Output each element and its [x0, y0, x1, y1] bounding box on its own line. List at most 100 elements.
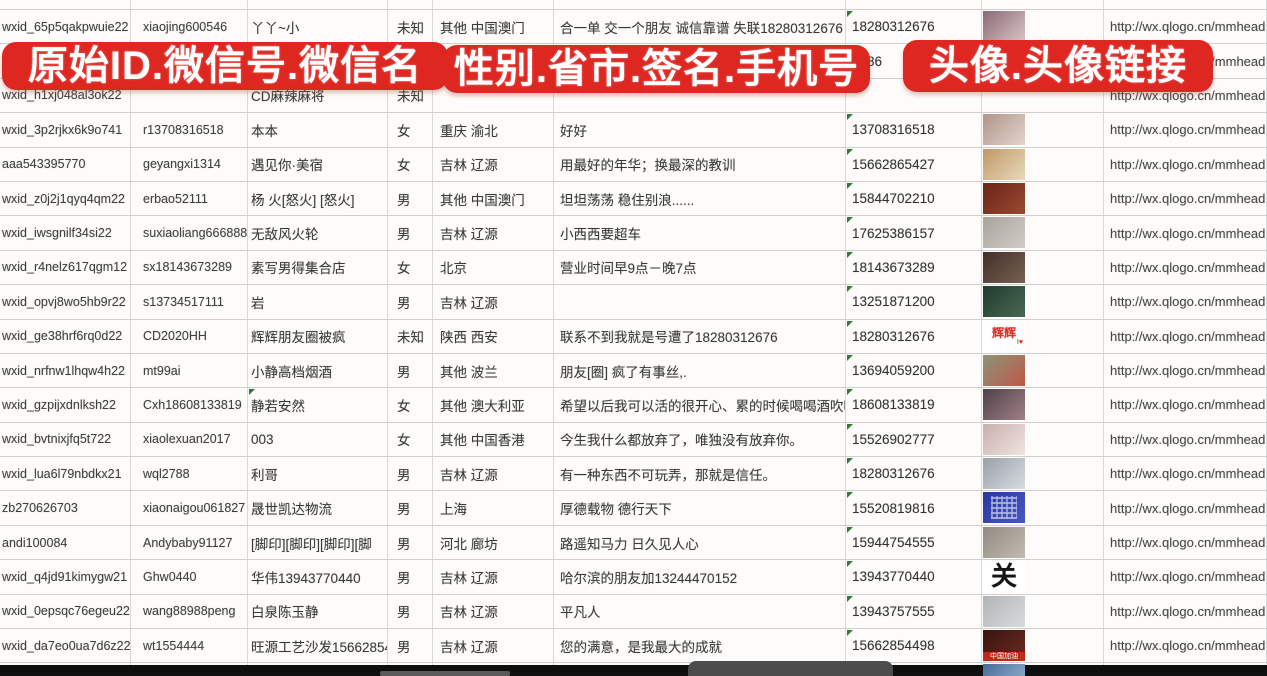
- cell-wxid[interactable]: wxid_iwsgnilf34si22: [0, 216, 131, 250]
- cell-wechat-id[interactable]: sx18143673289: [131, 250, 248, 285]
- cell-nickname[interactable]: 无敌风火轮: [248, 216, 388, 250]
- cell-gender[interactable]: 未知: [388, 319, 433, 353]
- cell-wxid[interactable]: wxid_ge38hrf6rq0d22: [0, 319, 131, 353]
- cell-wxid[interactable]: wxid_0epsqc76egeu22: [0, 594, 131, 629]
- cell-signature[interactable]: 朋友[圈] 疯了有事丝,.: [554, 353, 846, 388]
- cell-avatar-url[interactable]: http://wx.qlogo.cn/mmhead: [1104, 10, 1267, 44]
- cell-avatar-url[interactable]: http://wx.qlogo.cn/mmhead: [1104, 457, 1267, 491]
- cell-gender[interactable]: 男: [388, 353, 433, 388]
- cell-region[interactable]: 吉林 辽源: [433, 457, 554, 491]
- cell-wxid[interactable]: wxid_z0j2j1qyq4qm22: [0, 181, 131, 216]
- cell-nickname[interactable]: [脚印][脚印][脚印][脚: [248, 525, 388, 560]
- cell-avatar-url[interactable]: http://wx.qlogo.cn/mmhead: [1104, 422, 1267, 457]
- cell-signature[interactable]: 用最好的年华；换最深的教训: [554, 147, 846, 181]
- cell-region[interactable]: 吉林 辽源: [433, 216, 554, 250]
- cell-gender[interactable]: 男: [388, 181, 433, 216]
- cell-wechat-id[interactable]: Andybaby91127: [131, 525, 248, 560]
- cell-avatar[interactable]: [982, 285, 1104, 319]
- cell-wechat-id[interactable]: wql2788: [131, 457, 248, 491]
- cell-region[interactable]: [433, 78, 554, 113]
- cell-avatar-url[interactable]: http://wx.qlogo.cn/mmhead: [1104, 319, 1267, 353]
- cell-region[interactable]: 重庆 渝北: [433, 113, 554, 147]
- cell-phone[interactable]: 18143673289: [846, 250, 982, 285]
- cell-signature[interactable]: 营业时间早9点－晚7点: [554, 250, 846, 285]
- cell-avatar[interactable]: [982, 491, 1104, 525]
- cell-avatar[interactable]: 关: [982, 560, 1104, 594]
- cell-wxid[interactable]: wxid_opvj8wo5hb9r22: [0, 285, 131, 319]
- cell-avatar[interactable]: [982, 113, 1104, 147]
- cell-wxid[interactable]: andi100084: [0, 525, 131, 560]
- cell-avatar[interactable]: [982, 147, 1104, 181]
- cell-gender[interactable]: 女: [388, 250, 433, 285]
- cell-wechat-id[interactable]: Ghw0440: [131, 560, 248, 594]
- cell-wxid[interactable]: wxid_da7eo0ua7d6z22: [0, 629, 131, 663]
- cell-signature[interactable]: 今生我什么都放弃了，唯独没有放弃你。: [554, 422, 846, 457]
- cell-gender[interactable]: 女: [388, 147, 433, 181]
- cell-phone[interactable]: 13694059200: [846, 353, 982, 388]
- cell-region[interactable]: 陕西 西安: [433, 319, 554, 353]
- cell-avatar-url[interactable]: http://wx.qlogo.cn/mmhead: [1104, 113, 1267, 147]
- cell-signature[interactable]: 平凡人: [554, 594, 846, 629]
- cell-gender[interactable]: 男: [388, 525, 433, 560]
- cell-wxid[interactable]: wxid_gzpijxdnlksh22: [0, 388, 131, 422]
- cell-signature[interactable]: 厚德载物 德行天下: [554, 491, 846, 525]
- cell-gender[interactable]: 未知: [388, 78, 433, 113]
- cell-phone[interactable]: 13943757555: [846, 594, 982, 629]
- cell-gender[interactable]: 男: [388, 594, 433, 629]
- cell-signature[interactable]: 路遥知马力 日久见人心: [554, 525, 846, 560]
- cell-phone[interactable]: 15844702210: [846, 181, 982, 216]
- cell-avatar-url[interactable]: http://wx.qlogo.cn/mmhead: [1104, 181, 1267, 216]
- cell-region[interactable]: 其他 中国澳门: [433, 181, 554, 216]
- cell-region[interactable]: 北京: [433, 250, 554, 285]
- cell-phone[interactable]: 18280312676: [846, 10, 982, 44]
- cell-avatar-url[interactable]: http://wx.qlogo.cn/mmhead,: [1104, 629, 1267, 663]
- cell-wxid[interactable]: wxid_lua6l79nbdkx21: [0, 457, 131, 491]
- cell-wechat-id[interactable]: erbao52111: [131, 181, 248, 216]
- cell-wechat-id[interactable]: r13708316518: [131, 113, 248, 147]
- cell-phone[interactable]: 13708316518: [846, 113, 982, 147]
- cell-avatar[interactable]: [982, 181, 1104, 216]
- cell-wechat-id[interactable]: mt99ai: [131, 353, 248, 388]
- cell-phone[interactable]: 17625386157: [846, 216, 982, 250]
- cell-signature[interactable]: 小西西要超车: [554, 216, 846, 250]
- cell-wechat-id[interactable]: Cxh18608133819: [131, 388, 248, 422]
- cell-region[interactable]: 吉林 辽源: [433, 629, 554, 663]
- cell-avatar[interactable]: [982, 525, 1104, 560]
- cell-signature[interactable]: [554, 285, 846, 319]
- cell-phone[interactable]: 15526902777: [846, 422, 982, 457]
- bottom-bar-handle[interactable]: [688, 661, 893, 676]
- cell-avatar-url[interactable]: http://wx.qlogo.cn/mmhead: [1104, 560, 1267, 594]
- cell-avatar-url[interactable]: http://wx.qlogo.cn/mmhead: [1104, 147, 1267, 181]
- cell-gender[interactable]: 女: [388, 388, 433, 422]
- cell-phone[interactable]: 18608133819: [846, 388, 982, 422]
- cell-avatar[interactable]: [982, 422, 1104, 457]
- cell-wxid[interactable]: wxid_nrfnw1lhqw4h22: [0, 353, 131, 388]
- cell-nickname[interactable]: 遇见你·美宿: [248, 147, 388, 181]
- cell-wechat-id[interactable]: xiaonaigou061827: [131, 491, 248, 525]
- cell-wxid[interactable]: aaa543395770: [0, 147, 131, 181]
- cell-wechat-id[interactable]: suxiaoliang666888: [131, 216, 248, 250]
- cell-wechat-id[interactable]: xiaolexuan2017: [131, 422, 248, 457]
- cell-nickname[interactable]: 晟世凯达物流: [248, 491, 388, 525]
- cell-signature[interactable]: 有一种东西不可玩弄，那就是信任。: [554, 457, 846, 491]
- cell-region[interactable]: 河北 廊坊: [433, 525, 554, 560]
- cell-wxid[interactable]: wxid_3p2rjkx6k9o741: [0, 113, 131, 147]
- cell-gender[interactable]: 男: [388, 491, 433, 525]
- cell-region[interactable]: 吉林 辽源: [433, 285, 554, 319]
- cell-nickname[interactable]: 辉辉朋友圈被疯: [248, 319, 388, 353]
- cell-avatar-url[interactable]: http://wx.qlogo.cn/mmhead: [1104, 388, 1267, 422]
- cell-avatar[interactable]: [982, 388, 1104, 422]
- cell-phone[interactable]: 15662854498: [846, 629, 982, 663]
- cell-wechat-id[interactable]: geyangxi1314: [131, 147, 248, 181]
- cell-phone[interactable]: 15944754555: [846, 525, 982, 560]
- cell-phone[interactable]: 15662865427: [846, 147, 982, 181]
- cell-wechat-id[interactable]: s13734517111: [131, 285, 248, 319]
- cell-wxid[interactable]: wxid_q4jd91kimygw21: [0, 560, 131, 594]
- cell-region[interactable]: 吉林 辽源: [433, 147, 554, 181]
- cell-nickname[interactable]: 丫丫~小: [248, 10, 388, 44]
- cell-nickname[interactable]: 白泉陈玉静: [248, 594, 388, 629]
- cell-nickname[interactable]: 静若安然: [248, 388, 388, 422]
- cell-signature[interactable]: 联系不到我就是号遭了18280312676: [554, 319, 846, 353]
- cell-avatar[interactable]: [982, 457, 1104, 491]
- cell-gender[interactable]: 男: [388, 285, 433, 319]
